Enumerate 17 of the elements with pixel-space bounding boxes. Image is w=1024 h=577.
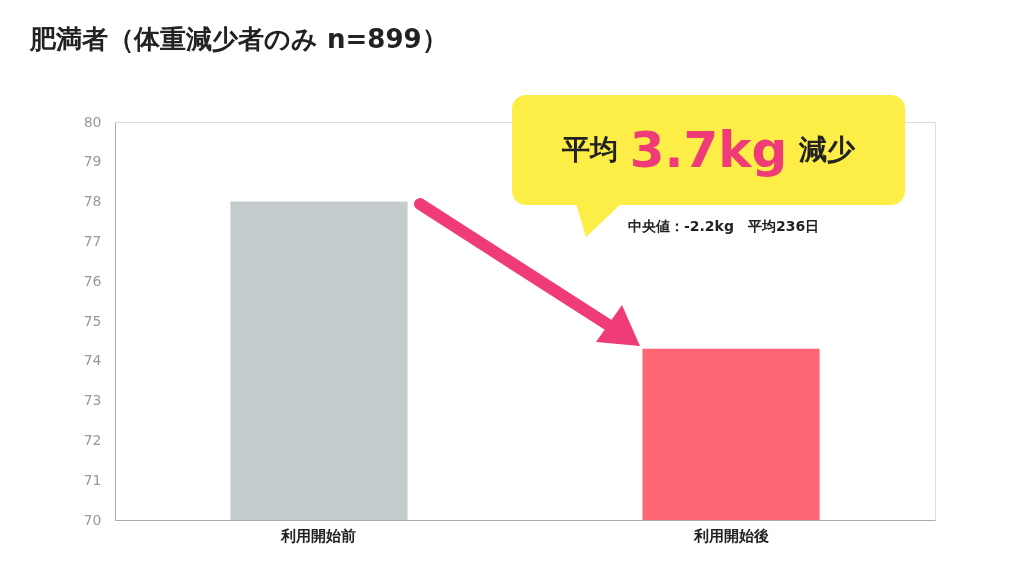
y-tick-label: 77 xyxy=(83,232,102,249)
y-tick-label: 75 xyxy=(83,312,102,329)
x-tick-label: 利用開始前 xyxy=(280,526,357,545)
y-tick-label: 71 xyxy=(83,471,102,488)
chart-title: 肥満者（体重減少者のみ n=899） xyxy=(29,24,448,54)
annotation: 平均 3.7kg 減少 xyxy=(561,121,856,179)
annotation: 中央値：-2.2kg 平均236日 xyxy=(628,218,820,236)
x-tick-label: 利用開始後 xyxy=(692,526,769,545)
y-tick-label: 80 xyxy=(83,113,102,130)
y-tick-label: 76 xyxy=(83,272,102,289)
y-tick-label: 72 xyxy=(83,431,102,448)
speech-bubble: 平均 3.7kg 減少 xyxy=(512,95,905,205)
y-tick-label: 70 xyxy=(83,511,102,528)
y-tick-label: 79 xyxy=(83,153,102,170)
y-tick-label: 73 xyxy=(83,392,102,409)
y-tick-label: 74 xyxy=(83,352,102,369)
y-tick-label: 78 xyxy=(83,193,102,210)
